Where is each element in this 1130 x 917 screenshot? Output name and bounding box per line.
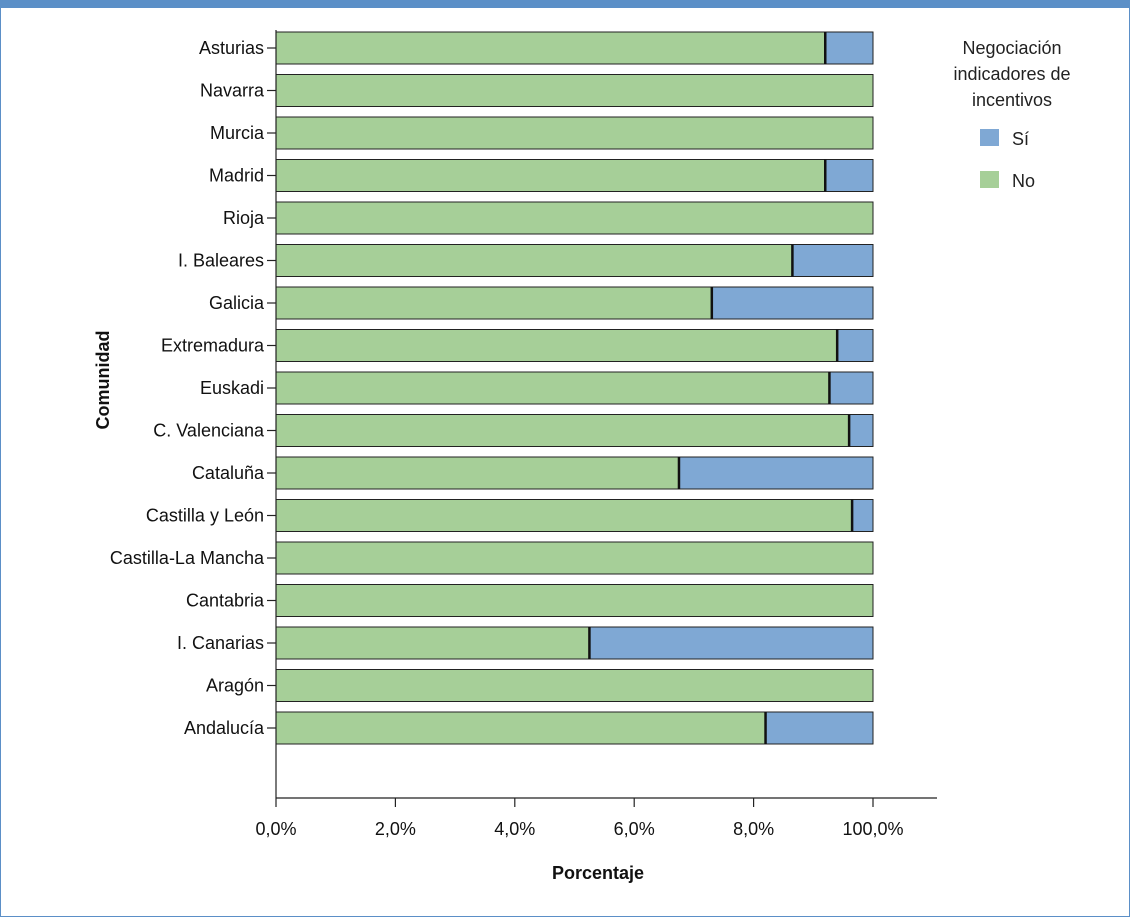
bar-no-cantabria (275, 584, 874, 617)
bar-no-castilla-y-le-n (275, 499, 853, 532)
bar-no-asturias (275, 31, 826, 65)
bar-no-madrid (275, 159, 826, 192)
x-axis-title: Porcentaje (552, 863, 644, 883)
y-tick-label-extremadura: Extremadura (161, 336, 265, 356)
bar-no-navarra (275, 74, 874, 107)
bar-no-c-valenciana (275, 414, 850, 447)
bar-si-asturias (824, 31, 874, 65)
legend-title-line-2: indicadores de (953, 64, 1070, 84)
bar-no-castilla-la-mancha (275, 541, 874, 575)
y-tick-label-rioja: Rioja (223, 208, 265, 228)
y-tick-label-galicia: Galicia (209, 293, 265, 313)
y-tick-label-cantabria: Cantabria (186, 591, 265, 611)
y-tick-label-c-valenciana: C. Valenciana (153, 421, 265, 441)
bar-si-castilla-y-le-n (851, 499, 874, 532)
x-tick-label: 4,0% (494, 819, 535, 839)
legend-label-no: No (1012, 171, 1035, 191)
y-tick-label-andaluc-a: Andalucía (184, 718, 265, 738)
bar-si-c-valenciana (848, 414, 874, 447)
y-axis-title: Comunidad (93, 331, 113, 430)
bars-layer (275, 31, 874, 745)
bar-no-euskadi (275, 371, 830, 405)
y-tick-label-euskadi: Euskadi (200, 378, 264, 398)
bar-si-andaluc-a (765, 711, 874, 745)
bar-no-i-baleares (275, 244, 793, 277)
x-tick-label: 8,0% (733, 819, 774, 839)
bar-si-catalu-a (678, 456, 874, 490)
bar-si-galicia (711, 286, 874, 320)
legend-swatch-no (980, 171, 999, 188)
bar-si-extremadura (836, 329, 874, 362)
bar-si-euskadi (828, 371, 874, 405)
legend-label-si: Sí (1012, 129, 1029, 149)
bar-si-madrid (824, 159, 874, 192)
bar-no-arag-n (275, 669, 874, 702)
legend-title-line-3: incentivos (972, 90, 1052, 110)
y-tick-label-arag-n: Aragón (206, 676, 264, 696)
y-tick-label-murcia: Murcia (210, 123, 265, 143)
bar-no-rioja (275, 201, 874, 235)
bar-no-i-canarias (275, 626, 590, 660)
x-tick-label: 0,0% (255, 819, 296, 839)
y-tick-label-asturias: Asturias (199, 38, 264, 58)
y-tick-labels: Asturias Navarra Murcia Madrid Rioja I. Balea… (110, 38, 276, 738)
legend-title-line-1: Negociación (962, 38, 1061, 58)
y-tick-label-i-baleares: I. Baleares (178, 251, 264, 271)
bar-no-galicia (275, 286, 713, 320)
y-tick-label-castilla-la-mancha: Castilla-La Mancha (110, 548, 265, 568)
y-tick-label-madrid: Madrid (209, 166, 264, 186)
legend-swatch-si (980, 129, 999, 146)
x-tick-label: 6,0% (614, 819, 655, 839)
y-tick-label-i-canarias: I. Canarias (177, 633, 264, 653)
legend: Negociación indicadores de incentivos Sí… (953, 38, 1070, 191)
bar-si-i-baleares (791, 244, 874, 277)
y-tick-label-castilla-y-le-n: Castilla y León (146, 506, 264, 526)
x-tick-label: 2,0% (375, 819, 416, 839)
header-strip (0, 0, 1130, 8)
x-tick-label: 100,0% (842, 819, 903, 839)
y-tick-label-catalu-a: Cataluña (192, 463, 265, 483)
y-tick-label-navarra: Navarra (200, 81, 265, 101)
bar-si-i-canarias (588, 626, 874, 660)
bar-no-andaluc-a (275, 711, 767, 745)
axes-layer (275, 30, 937, 799)
bar-no-extremadura (275, 329, 838, 362)
x-tick-labels: 0,0% 2,0% 4,0% 6,0% 8,0% 100,0% (255, 798, 904, 839)
bar-no-catalu-a (275, 456, 680, 490)
bar-no-murcia (275, 116, 874, 150)
